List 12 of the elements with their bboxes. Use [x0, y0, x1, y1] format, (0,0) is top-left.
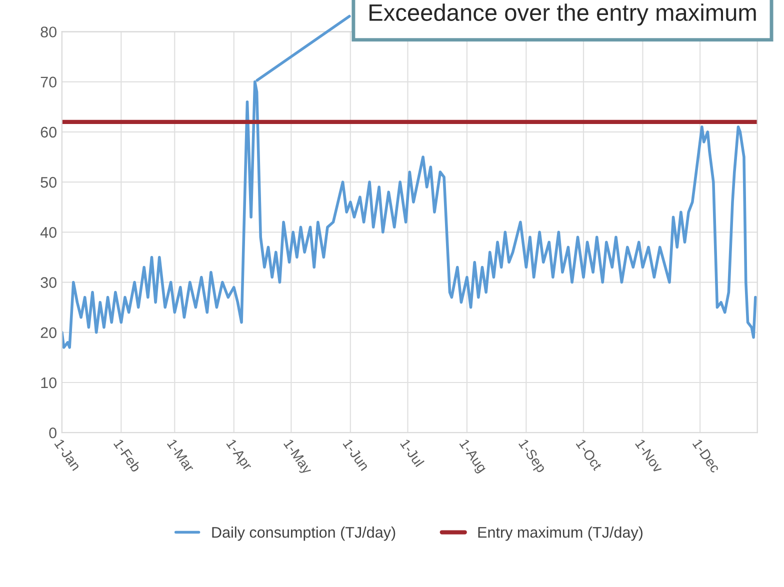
legend-label: Daily consumption (TJ/day)	[212, 526, 396, 541]
annotation: Exceedance over the entry maximum	[370, 4, 756, 26]
y-tick-label: 80	[40, 26, 56, 38]
y-tick-label: 30	[40, 277, 56, 288]
y-tick-label: 0	[49, 427, 56, 438]
legend-label: Entry maximum (TJ/day)	[478, 526, 642, 541]
y-tick-label: 50	[40, 176, 56, 188]
y-tick-label: 20	[40, 327, 56, 338]
y-tick-label: 70	[40, 76, 56, 88]
y-tick-label: 40	[40, 227, 56, 238]
y-tick-label: 10	[41, 377, 56, 388]
y-tick-label: 60	[40, 126, 56, 138]
